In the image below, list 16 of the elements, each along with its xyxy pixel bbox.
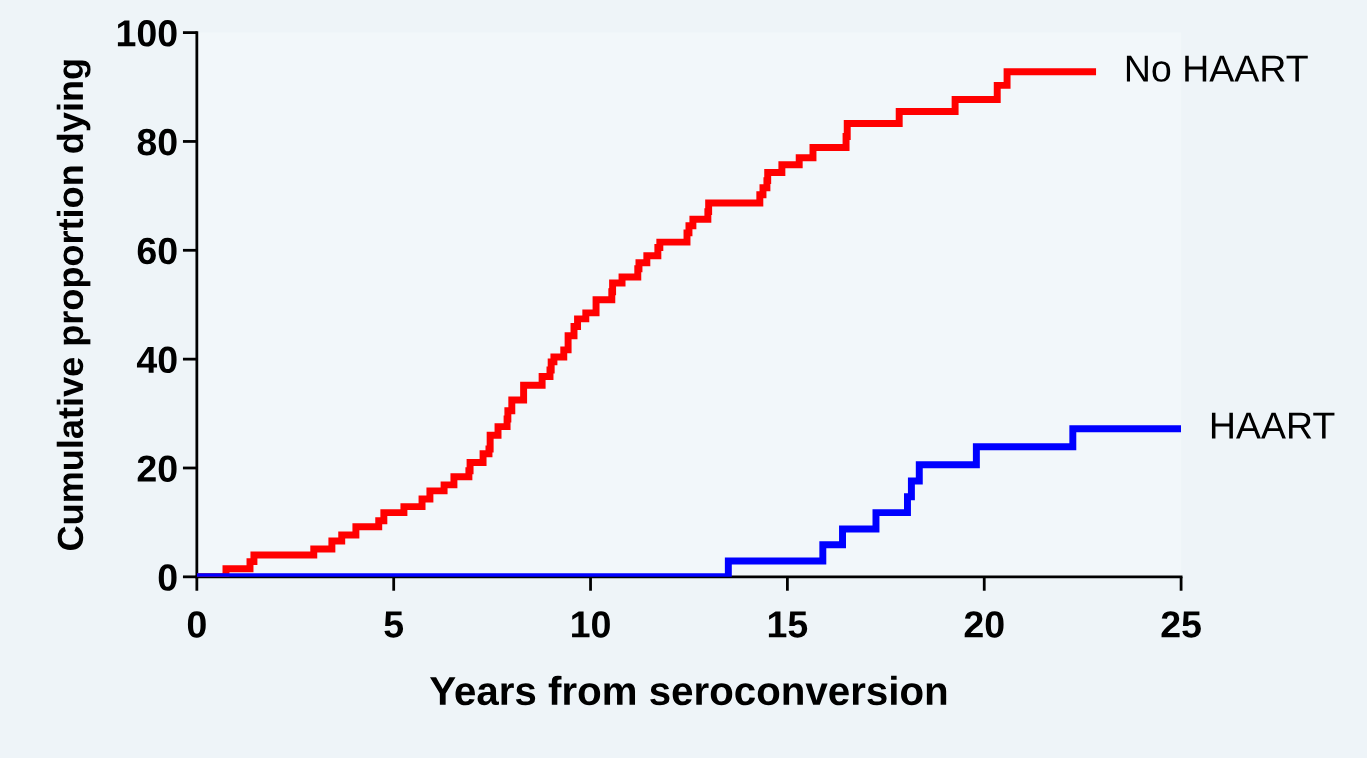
x-axis-title: Years from seroconversion	[429, 675, 947, 706]
y-axis-title: Cumulative proportion dying	[56, 60, 91, 550]
series-label: HAART	[1211, 412, 1335, 439]
x-tick-label: 5	[384, 611, 404, 638]
y-tick-label: 60	[137, 237, 177, 265]
x-tick-label: 0	[187, 611, 206, 638]
y-tick-label: 0	[158, 564, 177, 591]
x-tick-label: 15	[768, 611, 808, 638]
y-tick-label: 80	[137, 128, 177, 156]
series-label: No HAART	[1126, 55, 1308, 82]
x-tick-label: 10	[572, 611, 610, 638]
x-tick-label: 25	[1161, 611, 1201, 638]
y-tick-label: 40	[136, 346, 177, 374]
y-tick-label: 100	[117, 20, 177, 47]
x-tick-label: 20	[964, 611, 1004, 638]
y-tick-label: 20	[137, 455, 177, 482]
